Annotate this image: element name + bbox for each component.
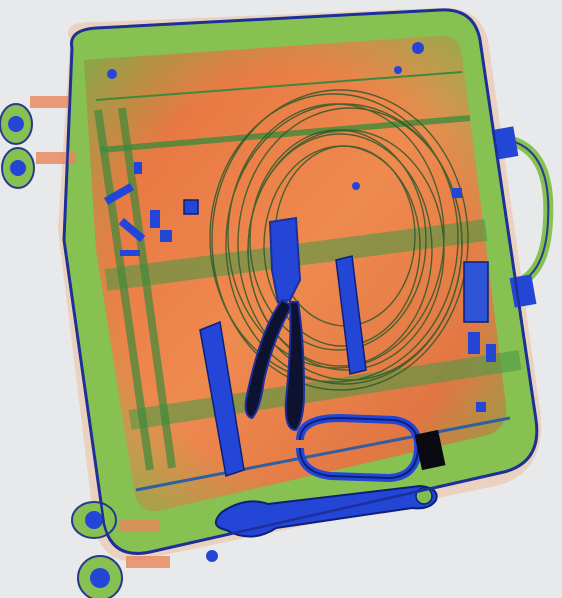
suitcase-shell-icon xyxy=(62,8,539,555)
metal-bracket-icon xyxy=(183,199,489,477)
case-outline xyxy=(62,8,539,555)
telescopic-handle-icon xyxy=(94,107,176,471)
dense-block xyxy=(414,429,446,471)
small-parts-icon xyxy=(104,42,496,562)
pliers-icon xyxy=(244,216,306,432)
